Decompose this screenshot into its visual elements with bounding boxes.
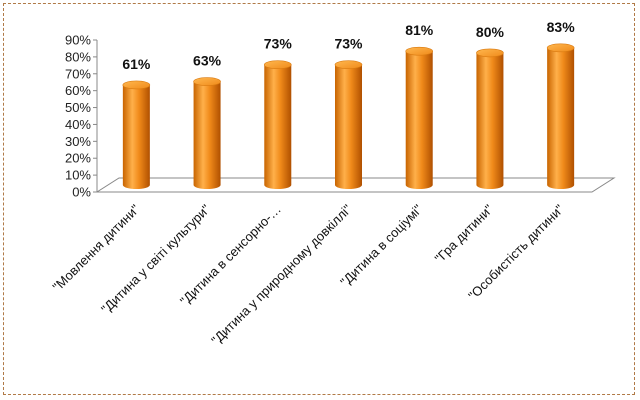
bar-top (405, 46, 434, 56)
bar-cylinder (405, 46, 434, 189)
bar-cylinder (334, 60, 363, 189)
data-label: 83% (547, 19, 576, 35)
bar-top (334, 60, 363, 70)
data-labels: 61% 63% 73% 73% 81% 80% 83% (122, 19, 575, 72)
y-axis-ticks: 0% 10% 20% 30% 40% 50% 60% 70% 80%90% (65, 33, 97, 200)
category-labels: "Мовлення дитини""Дитина у світі культур… (50, 201, 567, 348)
data-label: 81% (405, 22, 434, 38)
data-label: 61% (122, 56, 151, 72)
bar-body (476, 52, 504, 190)
category-label: "Дитина у природному довкіллі" (208, 201, 355, 348)
bar-cylinder (263, 60, 292, 189)
y-tick-label: 10% (65, 168, 91, 183)
category-label: "Гра дитини" (432, 201, 497, 266)
bar-top (193, 77, 221, 86)
bar-cylinder (193, 77, 221, 189)
bar-cylinder (122, 80, 151, 189)
bar-cylinder (546, 43, 575, 190)
bar-top (122, 80, 151, 90)
data-label: 63% (193, 53, 222, 69)
data-label: 73% (334, 36, 363, 52)
y-tick-label: 80% (65, 49, 91, 64)
data-label: 73% (264, 36, 293, 52)
y-tick-label: 0% (72, 185, 91, 200)
y-tick-label: 60% (65, 83, 91, 98)
y-tick-label: 90% (65, 33, 91, 48)
chart-frame (3, 3, 635, 395)
bar-top (546, 43, 575, 53)
y-tick-label: 40% (65, 117, 91, 132)
data-label: 80% (476, 24, 505, 40)
bar-top (263, 60, 292, 70)
bar-top (476, 48, 504, 58)
bar-body (405, 51, 433, 189)
bars (122, 43, 575, 190)
y-tick-label: 50% (65, 100, 91, 115)
bar-body (122, 84, 150, 189)
bar-cylinder (476, 48, 504, 190)
y-tick-label: 70% (65, 66, 91, 81)
bar-body (335, 64, 362, 189)
bar-body (264, 64, 292, 189)
bar-body (193, 81, 221, 189)
y-tick-label: 20% (65, 151, 91, 166)
y-tick-label: 30% (65, 134, 91, 149)
bar-body (547, 47, 575, 190)
